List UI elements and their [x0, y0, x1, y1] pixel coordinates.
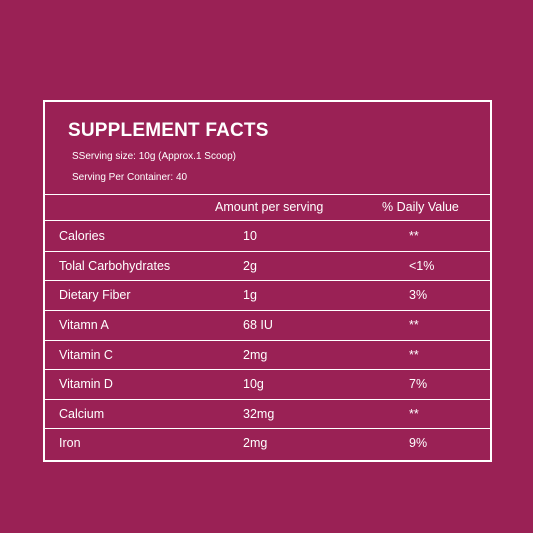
nutrient-daily-value: 9%: [409, 436, 428, 450]
row-divider: [45, 428, 490, 429]
nutrient-daily-value: 7%: [409, 377, 428, 391]
row-divider: [45, 280, 490, 281]
table-row: Calories 10 **: [45, 222, 490, 251]
row-divider: [45, 310, 490, 311]
table-row: Vitamin C 2mg **: [45, 341, 490, 370]
nutrient-daily-value: **: [409, 348, 419, 362]
nutrient-name: Vitamin D: [59, 377, 113, 391]
row-divider: [45, 399, 490, 400]
table-row: Tolal Carbohydrates 2g <1%: [45, 252, 490, 281]
table-row: Iron 2mg 9%: [45, 429, 490, 458]
nutrient-amount: 32mg: [243, 407, 275, 421]
amount-column-header: Amount per serving: [215, 200, 324, 214]
nutrient-amount: 1g: [243, 288, 257, 302]
serving-size: SServing size: 10g (Approx.1 Scoop): [72, 151, 236, 162]
supplement-facts-panel: SUPPLEMENT FACTS SServing size: 10g (App…: [43, 100, 492, 462]
nutrient-daily-value: **: [409, 407, 419, 421]
daily-value-column-header: % Daily Value: [382, 200, 459, 214]
table-row: Vitamin D 10g 7%: [45, 370, 490, 399]
nutrient-amount: 2g: [243, 259, 257, 273]
column-header-divider: [45, 220, 490, 221]
nutrient-name: Tolal Carbohydrates: [59, 259, 171, 273]
nutrient-daily-value: 3%: [409, 288, 428, 302]
nutrient-daily-value: **: [409, 318, 419, 332]
table-row: Vitamn A 68 IU **: [45, 311, 490, 340]
nutrient-name: Dietary Fiber: [59, 288, 131, 302]
nutrient-name: Iron: [59, 436, 81, 450]
nutrient-amount: 10: [243, 229, 257, 243]
row-divider: [45, 251, 490, 252]
nutrient-daily-value: **: [409, 229, 419, 243]
nutrient-amount: 2mg: [243, 348, 268, 362]
nutrient-name: Vitamin C: [59, 348, 113, 362]
table-row: Calcium 32mg **: [45, 400, 490, 429]
row-divider: [45, 369, 490, 370]
nutrient-amount: 68 IU: [243, 318, 273, 332]
nutrient-name: Vitamn A: [59, 318, 109, 332]
header-divider: [45, 194, 490, 195]
nutrient-name: Calcium: [59, 407, 105, 421]
nutrient-name: Calories: [59, 229, 105, 243]
table-row: Dietary Fiber 1g 3%: [45, 281, 490, 310]
nutrient-daily-value: <1%: [409, 259, 435, 273]
facts-title: SUPPLEMENT FACTS: [68, 120, 269, 141]
nutrient-amount: 2mg: [243, 436, 268, 450]
row-divider: [45, 340, 490, 341]
servings-per-container: Serving Per Container: 40: [72, 172, 188, 183]
nutrient-amount: 10g: [243, 377, 264, 391]
